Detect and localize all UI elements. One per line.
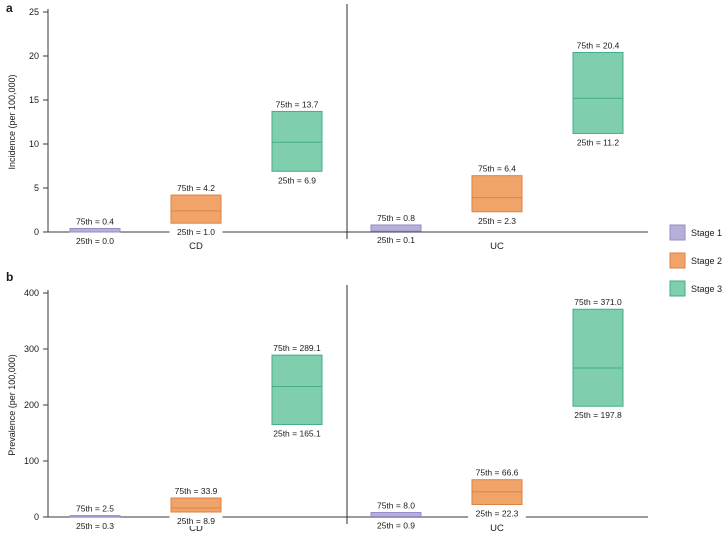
category-label-uc: UC (490, 523, 504, 534)
y-tick-label: 5 (34, 183, 39, 193)
legend-label-stage-3: Stage 3 (691, 284, 722, 294)
panel-letter: b (6, 270, 13, 284)
p25-label-backing (369, 520, 423, 531)
p75-label: 75th = 8.0 (377, 501, 415, 511)
legend-swatch-stage-1 (669, 224, 686, 241)
p25-label-backing (468, 508, 526, 519)
box-stage-1-cd (69, 227, 121, 233)
p25-label-backing (566, 410, 630, 421)
box-stage-1-uc (370, 224, 422, 232)
box-group-stage-1-uc: 75th = 0.8 25th = 0.1 (369, 213, 423, 246)
y-tick-label: 20 (29, 51, 39, 61)
box-stage-2-cd (170, 194, 222, 224)
box-stage-1-cd (69, 515, 121, 518)
p25-label: 25th = 0.0 (76, 236, 114, 246)
box-stage-3-cd (271, 354, 323, 426)
box-group-stage-1-uc: 75th = 8.0 25th = 0.9 (369, 501, 423, 531)
p25-label: 25th = 0.9 (377, 520, 415, 530)
y-axis-title: Prevalence (per 100,000) (7, 354, 17, 456)
p75-label: 75th = 0.4 (76, 216, 114, 226)
category-label-cd: CD (189, 523, 203, 534)
y-tick-label: 300 (24, 344, 39, 354)
p25-label-backing (470, 215, 524, 226)
y-tick-label: 0 (34, 512, 39, 522)
p75-label: 75th = 4.2 (177, 183, 215, 193)
p25-label-backing (369, 235, 423, 246)
box-stage-3-cd (271, 110, 323, 172)
p25-label-backing (68, 236, 122, 246)
p75-label: 75th = 0.8 (377, 213, 415, 223)
p75-label: 75th = 6.4 (478, 164, 516, 174)
p25-label-backing (169, 516, 223, 527)
p25-label: 25th = 1.0 (177, 227, 215, 237)
y-tick-label: 25 (29, 7, 39, 17)
p75-label: 75th = 2.5 (76, 504, 114, 514)
box-group-stage-3-cd: 75th = 13.7 25th = 6.9 (270, 99, 324, 186)
box-group-stage-2-uc: 75th = 66.6 25th = 22.3 (468, 468, 526, 519)
category-label-uc: UC (490, 241, 504, 252)
category-label-cd: CD (189, 241, 203, 252)
p25-label-backing (569, 137, 627, 148)
p25-label: 25th = 22.3 (476, 509, 519, 519)
y-tick-label: 200 (24, 400, 39, 410)
p25-label-backing (169, 227, 223, 238)
legend: Stage 1 Stage 2 Stage 3 (669, 224, 722, 297)
p25-label: 25th = 165.1 (273, 429, 321, 439)
box-stage-2-cd (170, 497, 222, 513)
box-stage-1-uc (370, 512, 422, 517)
p25-label: 25th = 0.3 (76, 521, 114, 531)
box-group-stage-3-uc: 75th = 371.0 25th = 197.8 (566, 297, 630, 421)
p25-label: 25th = 6.9 (278, 175, 316, 185)
box-group-stage-1-cd: 75th = 0.4 25th = 0.0 (68, 216, 122, 246)
p25-label: 25th = 197.8 (574, 410, 622, 420)
p75-label: 75th = 289.1 (273, 343, 321, 353)
box-stage-3-uc (572, 51, 624, 134)
box-group-stage-2-cd: 75th = 4.2 25th = 1.0 (169, 183, 223, 238)
legend-swatch-stage-2 (669, 252, 686, 269)
y-tick-label: 10 (29, 139, 39, 149)
y-tick-label: 0 (34, 227, 39, 237)
p75-label: 75th = 66.6 (476, 468, 519, 478)
p25-label-backing (270, 175, 324, 186)
panel-a: a 0 5 10 15 20 25 Incidence (per 100,000) CD UC 75… (6, 1, 648, 252)
p75-label: 75th = 20.4 (577, 40, 620, 50)
p25-label: 25th = 2.3 (478, 216, 516, 226)
box-group-stage-2-cd: 75th = 33.9 25th = 8.9 (169, 486, 223, 527)
p25-label: 25th = 11.2 (577, 137, 619, 147)
box-group-stage-3-uc: 75th = 20.4 25th = 11.2 (569, 40, 627, 148)
legend-label-stage-1: Stage 1 (691, 228, 722, 238)
legend-label-stage-2: Stage 2 (691, 256, 722, 266)
p75-label: 75th = 13.7 (276, 99, 319, 109)
box-stage-2-uc (471, 175, 523, 213)
y-tick-label: 100 (24, 456, 39, 466)
box-stage-3-uc (572, 308, 624, 407)
box-group-stage-2-uc: 75th = 6.4 25th = 2.3 (470, 164, 524, 226)
y-tick-label: 400 (24, 288, 39, 298)
p25-label-backing (265, 428, 329, 439)
panel-letter: a (6, 1, 13, 15)
panel-b: b 0 100 200 300 400 Prevalence (per 100,000) CD… (6, 270, 648, 534)
p25-label: 25th = 8.9 (177, 516, 215, 526)
y-tick-label: 15 (29, 95, 39, 105)
box-group-stage-3-cd: 75th = 289.1 25th = 165.1 (265, 343, 329, 439)
p75-label: 75th = 371.0 (574, 297, 622, 307)
y-axis-title: Incidence (per 100,000) (7, 74, 17, 169)
legend-swatch-stage-3 (669, 280, 686, 297)
p75-label: 75th = 33.9 (175, 486, 218, 496)
p25-label: 25th = 0.1 (377, 235, 415, 245)
p25-label-backing (68, 520, 122, 531)
box-group-stage-1-cd: 75th = 2.5 25th = 0.3 (68, 504, 122, 531)
